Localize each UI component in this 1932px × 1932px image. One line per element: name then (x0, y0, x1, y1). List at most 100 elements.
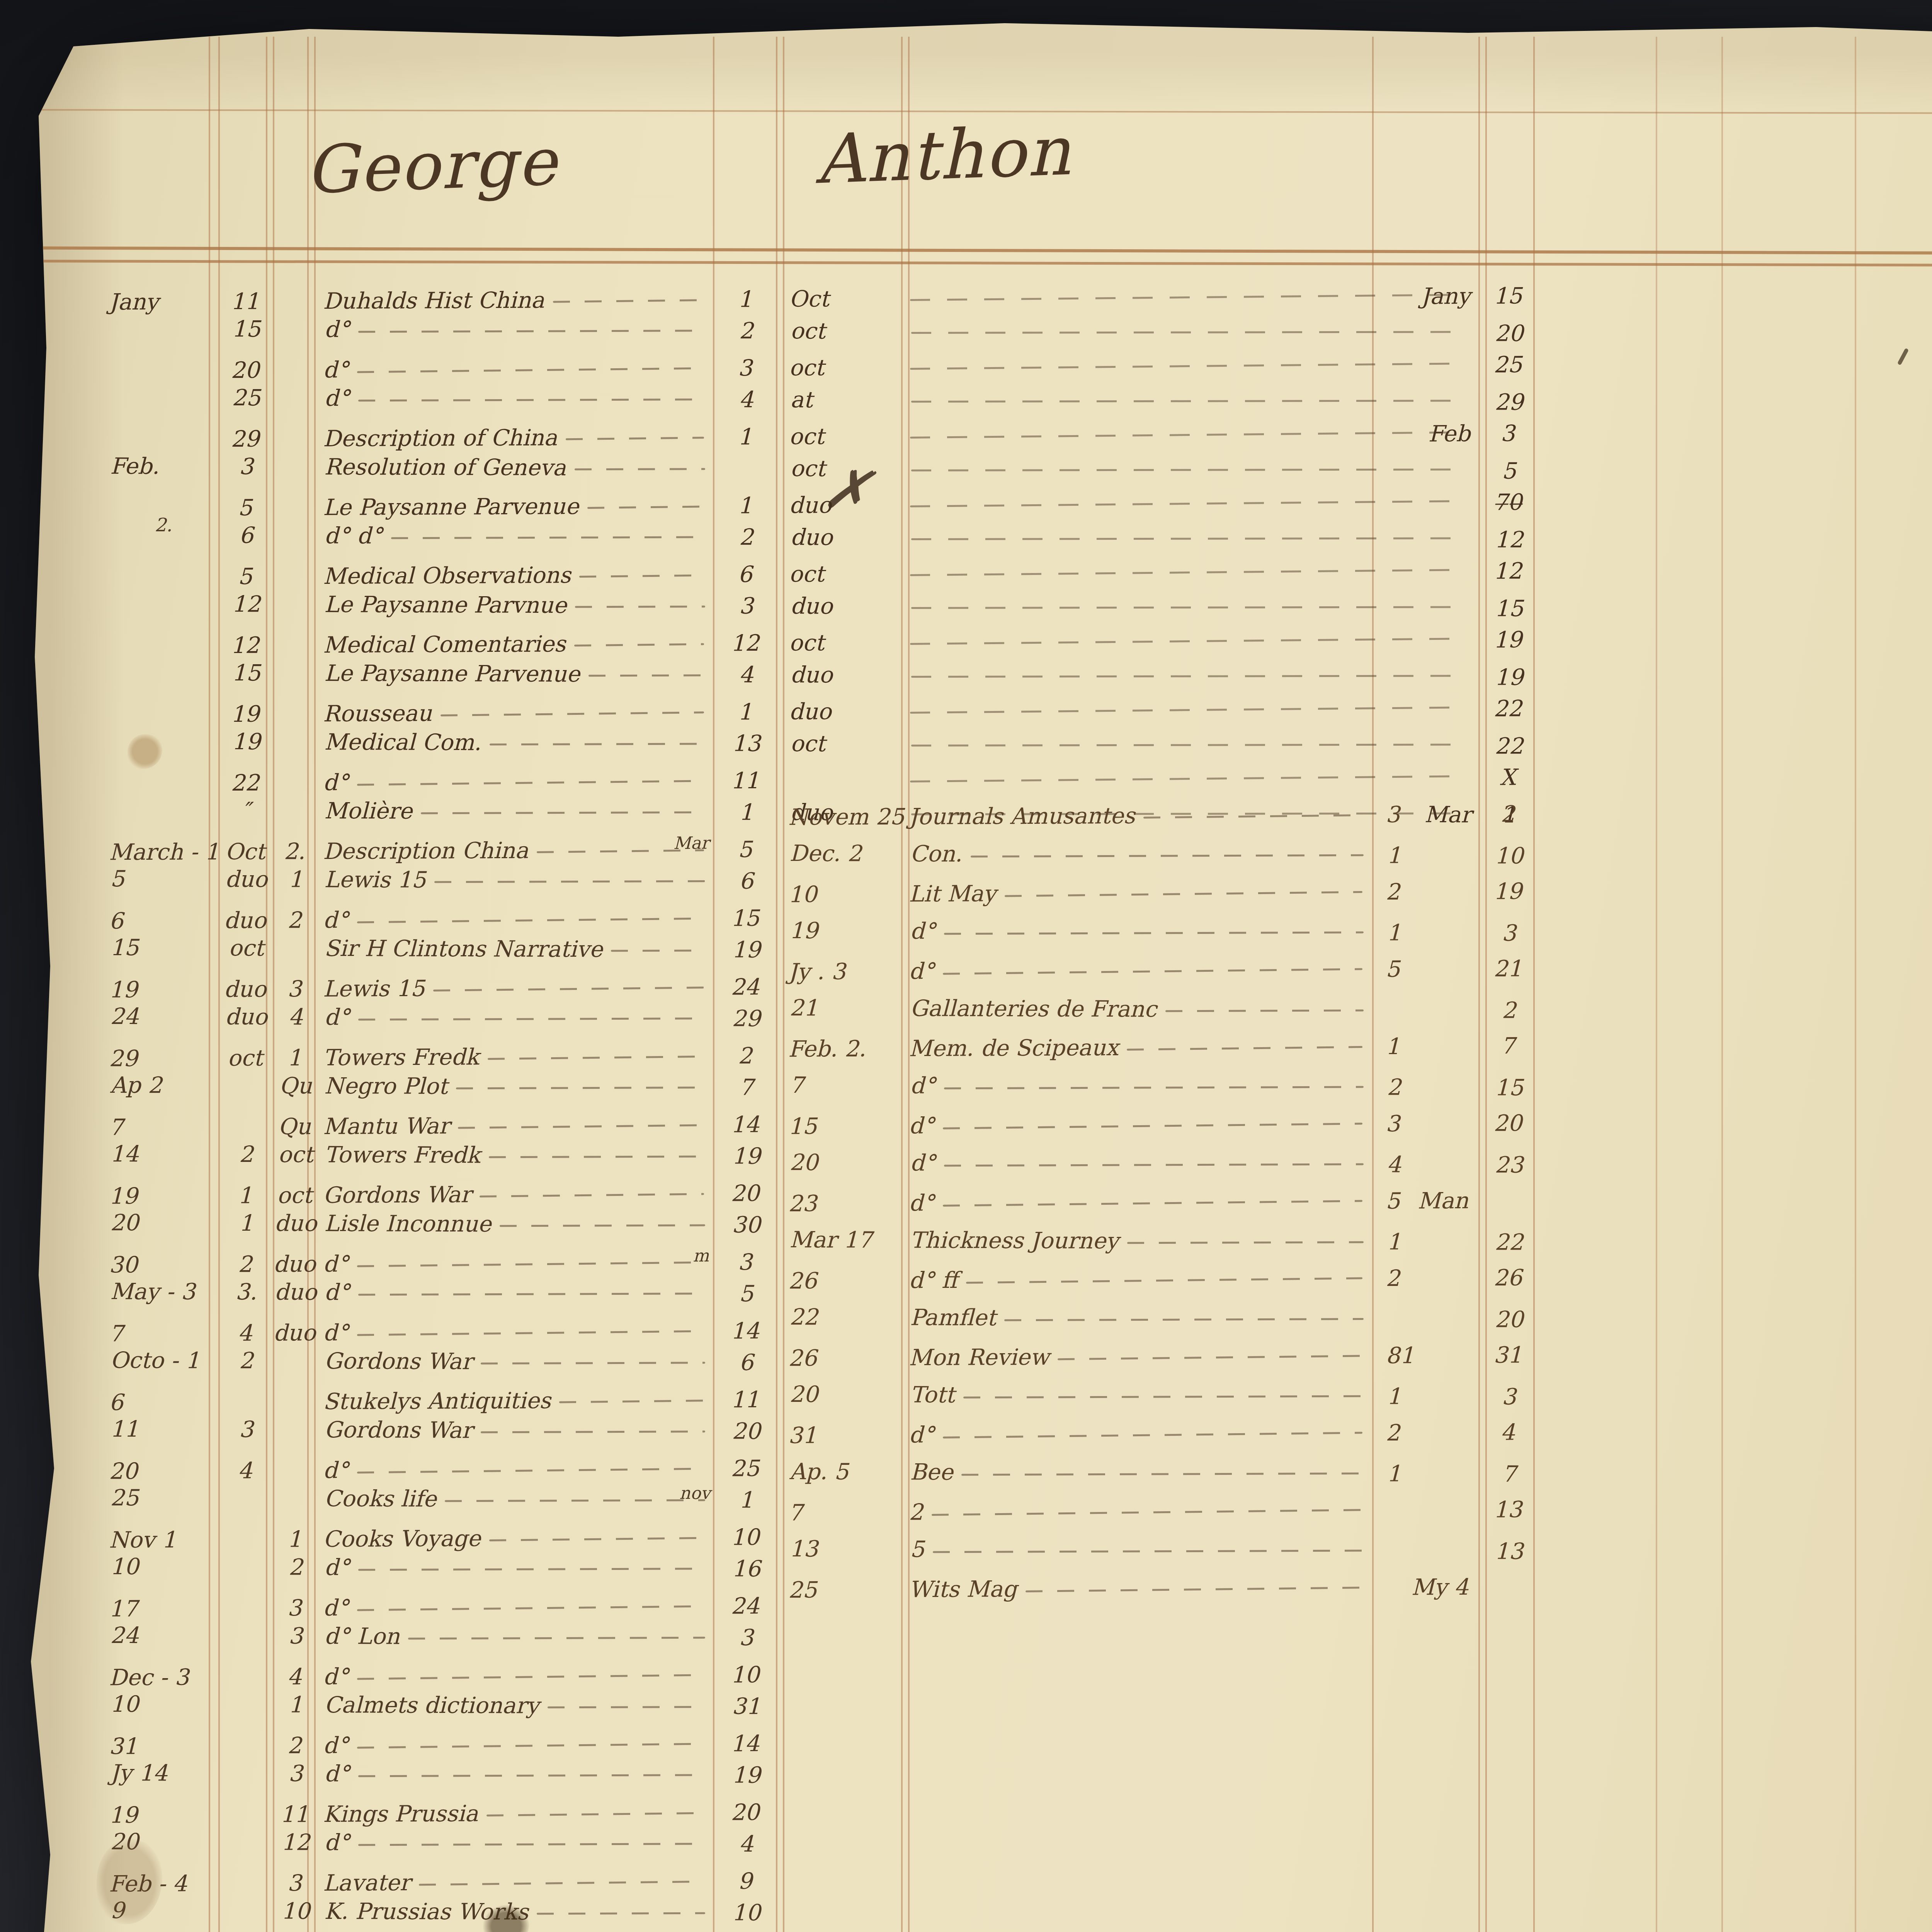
return-day: 3 (1484, 913, 1534, 952)
return-day: 19 (1484, 660, 1534, 694)
format-or-count: 12 (272, 1825, 320, 1859)
book-title: Calmets dictionary (324, 1688, 539, 1723)
borrow-date: 31 (788, 1415, 901, 1454)
volume-or-return-day: 10 (717, 1658, 773, 1692)
dash-leader-long (911, 743, 1468, 747)
borrow-date: 23 (788, 1184, 901, 1223)
cross-out-mark: ✗ (819, 453, 876, 526)
book-title: d° Lon (324, 1619, 400, 1654)
volume-or-return-day: 12 (717, 626, 773, 661)
dash-leader (358, 398, 705, 401)
dash-leader-long (910, 706, 1466, 714)
return-day: 20 (1484, 1300, 1534, 1338)
book-title-cell: 5 (910, 1530, 1371, 1570)
borrow-date: 7 (788, 1493, 901, 1532)
dash-leader-long (911, 537, 1468, 540)
volume-number: 1 (1379, 1377, 1479, 1416)
return-day: 19 (1483, 622, 1532, 657)
ledger-row-anthon: 20 d° 4 23 (1, 1140, 1932, 1187)
format-column: Oct (789, 281, 894, 316)
format-column: duo (789, 694, 894, 729)
volume-number: 81 (1378, 1336, 1478, 1375)
volume-or-return-day: 4 (718, 382, 774, 417)
book-title: d° (909, 952, 935, 990)
dash-leader (548, 1706, 705, 1708)
volume-or-return-day: 3 (717, 351, 773, 386)
dash-leader (943, 968, 1362, 975)
quantity-or-format: 12 (224, 587, 268, 621)
dash-leader (358, 1843, 705, 1846)
book-title-cell: Medical Com. (324, 725, 712, 761)
return-day: 4 (1483, 1413, 1532, 1452)
return-day: 20 (1484, 316, 1534, 350)
borrow-date: 26 (788, 1338, 901, 1377)
book-title: 5 (910, 1530, 924, 1568)
volume-number: 2 (1378, 872, 1478, 911)
format-or-count: 1 (272, 1687, 320, 1722)
volume-or-return-day: 9 (717, 1864, 773, 1899)
format-column: oct (789, 419, 894, 454)
dash-leader (932, 1509, 1362, 1516)
volume-or-return-day: 19 (718, 1758, 774, 1793)
book-title-cell: Con. (910, 834, 1371, 874)
book-title: d° (909, 1184, 935, 1222)
book-title-cell: d° (324, 1825, 712, 1861)
dash-leader (971, 854, 1364, 857)
book-title: Thickness Journey (910, 1221, 1119, 1260)
book-title-cell: d° (909, 950, 1369, 990)
book-title-cell: d° (910, 1066, 1371, 1106)
margin-note: 2. (155, 514, 172, 536)
book-title-cell: Journals Amusantes (909, 795, 1369, 836)
dash-leader (961, 1472, 1364, 1476)
dash-leader-long (910, 638, 1466, 645)
borrow-date: 9 (110, 1893, 221, 1928)
book-title: d° (909, 1415, 935, 1454)
borrow-date: 20 (789, 1143, 902, 1182)
book-title-cell: 2 (909, 1491, 1369, 1531)
format-or-count: 3 (272, 1756, 320, 1791)
format-or-count: 3 (272, 1619, 320, 1653)
book-title-cell: Le Paysanne Parvenue (324, 656, 712, 692)
ledger-page: George Anthon Jany 11 Duhalds Hist China… (0, 0, 1932, 1932)
volume-or-return-day: 11 (717, 764, 773, 798)
return-day: 3 (1484, 1377, 1534, 1416)
return-day: 2 (1483, 794, 1532, 833)
borrow-date: 22 (789, 1298, 902, 1337)
book-title: d° (909, 1106, 935, 1145)
borrow-date: Jy . 3 (788, 952, 901, 991)
borrow-date: 19 (789, 911, 902, 950)
format-column: duo (790, 520, 895, 555)
book-title: d° (324, 1757, 350, 1791)
volume-number: 4 (1379, 1145, 1479, 1184)
book-title: Medical Com. (324, 725, 481, 760)
volume-number: 3 (1378, 795, 1478, 834)
book-title: Resolution of Geneva (324, 450, 566, 485)
return-month: Jany (1302, 279, 1470, 314)
dash-leader (1026, 1587, 1362, 1592)
ledger-row-anthon: Mar 17 Thickness Journey 1 22 (1, 1218, 1932, 1264)
dash-leader (357, 367, 704, 373)
dash-leader-long (911, 468, 1468, 471)
return-day: 7̶0̶ (1483, 485, 1532, 520)
return-day: 12 (1483, 554, 1532, 588)
dash-leader (1165, 1009, 1364, 1012)
book-title-cell: Mem. de Scipeaux (909, 1027, 1369, 1068)
return-day: 15 (1483, 279, 1532, 313)
return-day: 21 (1483, 949, 1532, 988)
book-title: d° (324, 312, 350, 347)
book-title: d° d° (324, 519, 383, 553)
dash-leader (1127, 1046, 1362, 1051)
ledger-row-george: 9 10 K. Prussias Works 10 (1, 1893, 1932, 1932)
dash-leader (943, 1432, 1362, 1438)
book-title: Pamflet (910, 1298, 996, 1337)
borrow-date: 21 (789, 988, 902, 1027)
dash-leader (486, 1812, 704, 1816)
book-title: K. Prussias Works (324, 1894, 529, 1929)
format-column: oct (789, 556, 894, 591)
dash-leader-long (911, 400, 1468, 403)
volume-or-return-day: 3 (718, 588, 774, 623)
ledger-row-anthon: 22 Pamflet 20 (1, 1295, 1932, 1341)
return-day: 22 (1484, 729, 1534, 763)
book-title: d° (324, 381, 350, 415)
volume-or-return-day: 1 (717, 420, 773, 454)
